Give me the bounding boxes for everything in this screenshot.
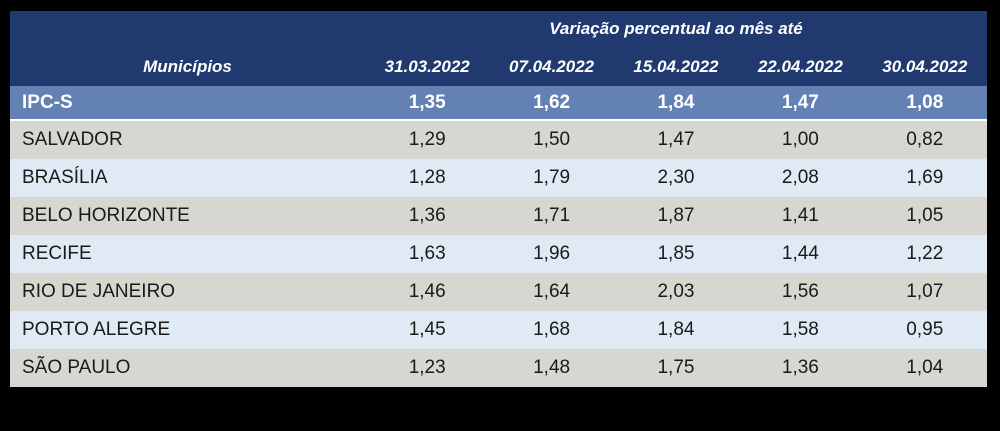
- summary-value-cell: 1,08: [862, 86, 987, 121]
- table-row: PORTO ALEGRE 1,45 1,68 1,84 1,58 0,95: [10, 311, 987, 349]
- table-frame: Variação percentual ao mês até Município…: [10, 11, 987, 387]
- value-cell: 1,85: [613, 235, 739, 273]
- value-cell: 0,82: [862, 120, 987, 159]
- value-cell: 1,04: [862, 349, 987, 387]
- municipality-label: RIO DE JANEIRO: [10, 273, 365, 311]
- value-cell: 1,46: [365, 273, 490, 311]
- value-cell: 1,23: [365, 349, 490, 387]
- summary-label: IPC-S: [10, 86, 365, 121]
- value-cell: 1,79: [489, 159, 614, 197]
- table-row: SALVADOR 1,29 1,50 1,47 1,00 0,82: [10, 120, 987, 159]
- summary-value-cell: 1,84: [613, 86, 739, 121]
- value-cell: 1,75: [613, 349, 739, 387]
- ipcs-variation-table: Variação percentual ao mês até Município…: [10, 11, 987, 387]
- municipality-label: RECIFE: [10, 235, 365, 273]
- value-cell: 1,44: [738, 235, 863, 273]
- value-cell: 1,05: [862, 197, 987, 235]
- table-body: IPC-S 1,35 1,62 1,84 1,47 1,08 SALVADOR …: [10, 86, 987, 387]
- empty-corner-cell: [10, 11, 365, 47]
- value-cell: 1,45: [365, 311, 490, 349]
- group-header-row: Variação percentual ao mês até: [10, 11, 987, 47]
- value-cell: 1,36: [365, 197, 490, 235]
- municipality-label: SALVADOR: [10, 120, 365, 159]
- table-row: BELO HORIZONTE 1,36 1,71 1,87 1,41 1,05: [10, 197, 987, 235]
- summary-value-cell: 1,47: [738, 86, 863, 121]
- value-cell: 1,56: [738, 273, 863, 311]
- date-header: 31.03.2022: [365, 47, 490, 86]
- date-header: 22.04.2022: [738, 47, 863, 86]
- municipality-label: PORTO ALEGRE: [10, 311, 365, 349]
- table-row: RIO DE JANEIRO 1,46 1,64 2,03 1,56 1,07: [10, 273, 987, 311]
- table-row: BRASÍLIA 1,28 1,79 2,30 2,08 1,69: [10, 159, 987, 197]
- value-cell: 1,69: [862, 159, 987, 197]
- value-cell: 1,63: [365, 235, 490, 273]
- date-header: 30.04.2022: [862, 47, 987, 86]
- summary-value-cell: 1,35: [365, 86, 490, 121]
- table-row: RECIFE 1,63 1,96 1,85 1,44 1,22: [10, 235, 987, 273]
- summary-value-cell: 1,62: [489, 86, 614, 121]
- summary-row-ipcs: IPC-S 1,35 1,62 1,84 1,47 1,08: [10, 86, 987, 121]
- value-cell: 2,30: [613, 159, 739, 197]
- table-row: SÃO PAULO 1,23 1,48 1,75 1,36 1,04: [10, 349, 987, 387]
- municipality-label: SÃO PAULO: [10, 349, 365, 387]
- value-cell: 1,64: [489, 273, 614, 311]
- value-cell: 1,29: [365, 120, 490, 159]
- date-header: 07.04.2022: [489, 47, 614, 86]
- municipality-label: BRASÍLIA: [10, 159, 365, 197]
- value-cell: 2,08: [738, 159, 863, 197]
- value-cell: 1,68: [489, 311, 614, 349]
- value-cell: 1,58: [738, 311, 863, 349]
- value-cell: 1,00: [738, 120, 863, 159]
- value-cell: 1,22: [862, 235, 987, 273]
- municipality-label: BELO HORIZONTE: [10, 197, 365, 235]
- value-cell: 1,87: [613, 197, 739, 235]
- column-header-row: Municípios 31.03.2022 07.04.2022 15.04.2…: [10, 47, 987, 86]
- value-cell: 2,03: [613, 273, 739, 311]
- group-header-label: Variação percentual ao mês até: [365, 11, 987, 47]
- value-cell: 1,47: [613, 120, 739, 159]
- value-cell: 1,48: [489, 349, 614, 387]
- value-cell: 1,36: [738, 349, 863, 387]
- value-cell: 0,95: [862, 311, 987, 349]
- value-cell: 1,07: [862, 273, 987, 311]
- value-cell: 1,96: [489, 235, 614, 273]
- date-header: 15.04.2022: [613, 47, 739, 86]
- table-header: Variação percentual ao mês até Município…: [10, 11, 987, 86]
- value-cell: 1,84: [613, 311, 739, 349]
- value-cell: 1,71: [489, 197, 614, 235]
- municipios-header: Municípios: [10, 47, 365, 86]
- value-cell: 1,50: [489, 120, 614, 159]
- value-cell: 1,28: [365, 159, 490, 197]
- value-cell: 1,41: [738, 197, 863, 235]
